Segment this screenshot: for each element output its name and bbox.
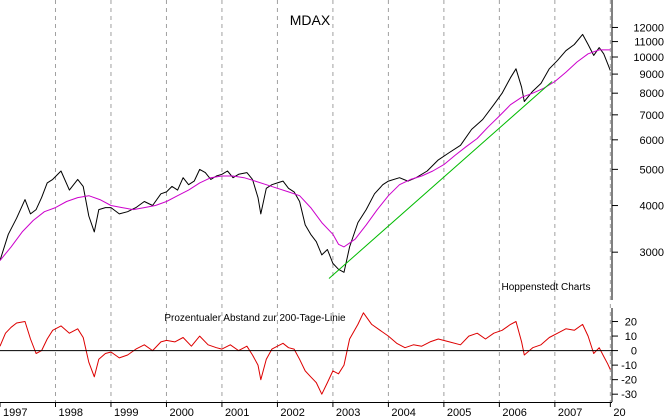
upper-y-tick-label: 7000: [640, 110, 664, 122]
upper-y-tick-label: 11000: [634, 37, 664, 49]
upper-y-tick-label: 4000: [640, 201, 664, 213]
axes: [0, 0, 613, 403]
year-grid: [54, 0, 611, 402]
x-tick-label: 1998: [58, 407, 82, 419]
lower-y-tick-label: 10: [625, 331, 637, 343]
upper-y-tick-label: 3000: [640, 247, 664, 259]
upper-y-tick-label: 5000: [640, 164, 664, 176]
lower-y-tick-label: 20: [625, 317, 637, 329]
x-tick-label: 2002: [280, 407, 304, 419]
upper-y-tick-label: 12000: [633, 22, 664, 34]
x-tick-label: 2000: [169, 407, 193, 419]
upper-series-1: [0, 49, 611, 261]
lower-y-tick-label: 0: [631, 346, 637, 358]
x-tick-label: 2006: [502, 407, 526, 419]
upper-series-2: [328, 81, 553, 279]
x-tick-label: 1999: [114, 407, 138, 419]
x-tick-label: 1997: [3, 407, 27, 419]
x-tick-label: 20: [613, 407, 625, 419]
x-tick-label: 2001: [225, 407, 249, 419]
lower-series-0: [0, 312, 611, 395]
upper-panel: [0, 33, 611, 279]
x-tick-label: 2005: [447, 407, 471, 419]
x-tick-label: 2007: [558, 407, 582, 419]
x-tick-labels: 1997 1998 1999 2000 2001 2002 2003 2004 2005 2006…: [0, 402, 626, 419]
lower-y-tick-label: -20: [621, 375, 637, 387]
upper-y-tick-label: 10000: [633, 52, 664, 64]
upper-y-tick-label: 8000: [640, 88, 664, 100]
lower-panel-title: Prozentualer Abstand zur 200-Tage-Linie: [164, 313, 346, 324]
x-tick-label: 2003: [336, 407, 360, 419]
source-annotation: Hoppenstedt Charts: [502, 282, 591, 293]
upper-series-0: [0, 33, 611, 273]
lower-panel: [0, 312, 612, 395]
upper-y-ticks: 3000 4000 5000 6000 7000 8000 9000 10000 11000 12…: [612, 22, 664, 259]
lower-y-tick-label: -10: [621, 360, 637, 372]
x-tick-label: 2004: [391, 407, 415, 419]
upper-y-tick-label: 9000: [640, 69, 664, 81]
lower-y-ticks: 20 10 0 -10 -20 -30: [612, 317, 637, 401]
lower-y-tick-label: -30: [621, 389, 637, 401]
upper-y-tick-label: 6000: [640, 135, 664, 147]
chart-title: MDAX: [290, 12, 331, 28]
